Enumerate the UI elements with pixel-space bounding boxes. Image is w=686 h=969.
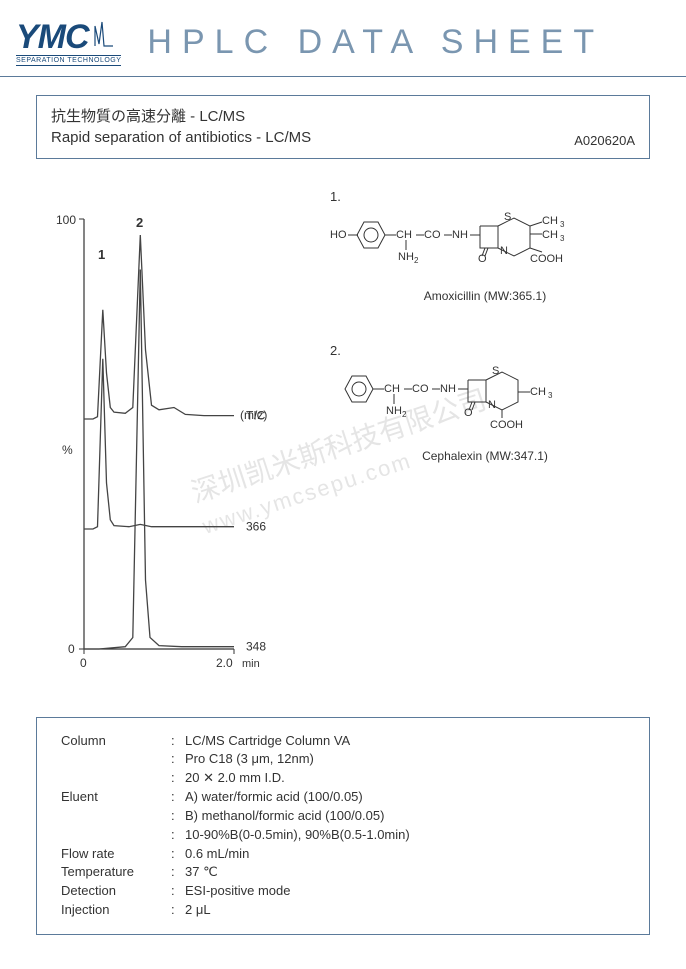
cond-value: 2 μL (185, 901, 625, 920)
cond-row: Temperature:37 ℃ (61, 863, 625, 882)
title-box: 抗生物質の高速分離 - LC/MS Rapid separation of an… (36, 95, 650, 159)
logo-subtitle: SEPARATION TECHNOLOGY (16, 55, 121, 66)
svg-text:3: 3 (560, 220, 565, 229)
cond-row: Eluent:A) water/formic acid (100/0.05) (61, 788, 625, 807)
cond-colon: : (171, 788, 185, 807)
cond-value: B) methanol/formic acid (100/0.05) (185, 807, 625, 826)
cond-value: 0.6 mL/min (185, 845, 625, 864)
svg-text:min: min (242, 658, 260, 670)
cond-colon: : (171, 750, 185, 769)
logo-peak-icon (93, 18, 115, 53)
compound-2-name: Cephalexin (MW:347.1) (330, 449, 640, 463)
svg-text:2: 2 (402, 410, 407, 419)
page-title: HPLC DATA SHEET (121, 23, 676, 62)
title-jp: 抗生物質の高速分離 - LC/MS (51, 106, 311, 127)
chromatogram-svg: 1000%02.0min(m/z)TIC36634812 (36, 189, 296, 689)
svg-text:2: 2 (136, 215, 143, 230)
svg-text:1: 1 (98, 247, 105, 262)
cond-value: 20 ✕ 2.0 mm I.D. (185, 769, 625, 788)
svg-text:NH: NH (386, 405, 402, 417)
cond-colon: : (171, 845, 185, 864)
svg-text:S: S (504, 211, 511, 223)
cond-row: :Pro C18 (3 μm, 12nm) (61, 750, 625, 769)
cond-row: :B) methanol/formic acid (100/0.05) (61, 807, 625, 826)
svg-text:CH: CH (530, 386, 546, 398)
svg-text:2: 2 (414, 256, 419, 265)
svg-text:COOH: COOH (490, 419, 523, 431)
svg-text:0: 0 (80, 656, 87, 670)
cond-colon: : (171, 882, 185, 901)
cond-colon: : (171, 863, 185, 882)
svg-text:S: S (492, 365, 499, 377)
compounds-panel: 1. HO CH CO NH NH (330, 189, 640, 503)
compound-1-name: Amoxicillin (MW:365.1) (330, 289, 640, 303)
document-id: A020620A (574, 133, 635, 148)
svg-text:3: 3 (548, 391, 553, 400)
cond-value: A) water/formic acid (100/0.05) (185, 788, 625, 807)
svg-text:TIC: TIC (246, 409, 266, 423)
svg-text:348: 348 (246, 640, 266, 654)
cond-value: ESI-positive mode (185, 882, 625, 901)
cond-label: Flow rate (61, 845, 171, 864)
cond-row: Column:LC/MS Cartridge Column VA (61, 732, 625, 751)
svg-text:CH: CH (396, 229, 412, 241)
svg-text:COOH: COOH (530, 253, 563, 265)
cond-label: Column (61, 732, 171, 751)
svg-text:%: % (62, 443, 73, 457)
cond-colon: : (171, 807, 185, 826)
cond-row: :20 ✕ 2.0 mm I.D. (61, 769, 625, 788)
svg-text:NH: NH (452, 229, 468, 241)
svg-text:CH: CH (542, 215, 558, 227)
cond-label: Detection (61, 882, 171, 901)
svg-text:CO: CO (412, 383, 429, 395)
cond-row: :10-90%B(0-0.5min), 90%B(0.5-1.0min) (61, 826, 625, 845)
compound-2-num: 2. (330, 343, 640, 358)
page-header: YMC SEPARATION TECHNOLOGY HPLC DATA SHEE… (0, 0, 686, 77)
logo: YMC SEPARATION TECHNOLOGY (16, 18, 121, 66)
svg-text:3: 3 (560, 234, 565, 243)
compound-1-num: 1. (330, 189, 640, 204)
svg-text:HO: HO (330, 229, 347, 241)
compound-1: 1. HO CH CO NH NH (330, 189, 640, 303)
cond-label: Temperature (61, 863, 171, 882)
cond-label (61, 750, 171, 769)
cond-row: Flow rate:0.6 mL/min (61, 845, 625, 864)
svg-text:NH: NH (398, 251, 414, 263)
svg-text:100: 100 (56, 213, 76, 227)
cond-value: 37 ℃ (185, 863, 625, 882)
compound-1-structure: HO CH CO NH NH 2 (330, 208, 640, 283)
cond-label (61, 769, 171, 788)
svg-text:O: O (464, 407, 473, 419)
svg-text:0: 0 (68, 642, 75, 656)
svg-text:366: 366 (246, 520, 266, 534)
cond-colon: : (171, 732, 185, 751)
compound-2-structure: CH CO NH NH 2 S N O (330, 362, 640, 443)
cond-label: Eluent (61, 788, 171, 807)
svg-text:CH: CH (542, 229, 558, 241)
svg-text:N: N (500, 245, 508, 257)
cond-value: LC/MS Cartridge Column VA (185, 732, 625, 751)
cond-label (61, 807, 171, 826)
cond-colon: : (171, 769, 185, 788)
cond-value: 10-90%B(0-0.5min), 90%B(0.5-1.0min) (185, 826, 625, 845)
cond-row: Injection:2 μL (61, 901, 625, 920)
cond-colon: : (171, 901, 185, 920)
chromatogram: 1000%02.0min(m/z)TIC36634812 (36, 189, 296, 689)
conditions-box: Column:LC/MS Cartridge Column VA:Pro C18… (36, 717, 650, 935)
title-lines: 抗生物質の高速分離 - LC/MS Rapid separation of an… (51, 106, 311, 148)
title-en: Rapid separation of antibiotics - LC/MS (51, 127, 311, 148)
compound-2: 2. CH CO NH NH 2 (330, 343, 640, 463)
cond-value: Pro C18 (3 μm, 12nm) (185, 750, 625, 769)
cond-label: Injection (61, 901, 171, 920)
svg-text:2.0: 2.0 (216, 656, 233, 670)
main-content: 深圳凯米斯科技有限公司 www.ymcsepu.com 1000%02.0min… (36, 189, 650, 729)
cond-colon: : (171, 826, 185, 845)
svg-text:N: N (488, 399, 496, 411)
cond-row: Detection:ESI-positive mode (61, 882, 625, 901)
svg-text:CH: CH (384, 383, 400, 395)
cond-label (61, 826, 171, 845)
svg-text:NH: NH (440, 383, 456, 395)
svg-text:CO: CO (424, 229, 441, 241)
logo-text: YMC (16, 22, 89, 53)
